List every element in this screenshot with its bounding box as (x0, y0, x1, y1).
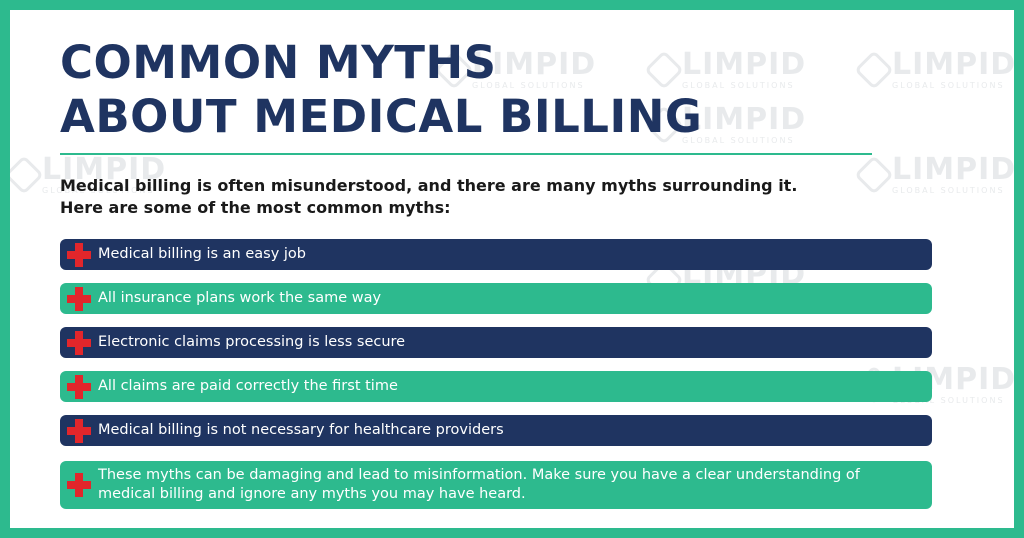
myth-item: Medical billing is not necessary for hea… (60, 415, 932, 446)
conclusion-line-1: These myths can be damaging and lead to … (98, 467, 860, 483)
conclusion-text: These myths can be damaging and lead to … (98, 466, 860, 504)
myth-item: All insurance plans work the same way (60, 283, 932, 314)
watermark-logo-icon (10, 155, 44, 195)
page-title: COMMON MYTHS ABOUT MEDICAL BILLING (60, 36, 702, 144)
intro-line-2: Here are some of the most common myths: (60, 198, 451, 217)
conclusion-line-2: medical billing and ignore any myths you… (98, 486, 526, 502)
myth-item: All claims are paid correctly the first … (60, 371, 932, 402)
title-line-2: ABOUT MEDICAL BILLING (60, 90, 703, 143)
red-cross-icon (67, 330, 91, 355)
myth-text: All claims are paid correctly the first … (98, 378, 398, 394)
intro-line-1: Medical billing is often misunderstood, … (60, 176, 798, 195)
red-cross-icon (67, 374, 91, 399)
myth-text: Medical billing is not necessary for hea… (98, 422, 504, 438)
red-cross-icon (67, 242, 91, 267)
myth-item: Medical billing is an easy job (60, 239, 932, 270)
title-line-1: COMMON MYTHS (60, 36, 497, 89)
red-cross-icon (67, 286, 91, 311)
myth-text: Medical billing is an easy job (98, 246, 307, 262)
intro-paragraph: Medical billing is often misunderstood, … (60, 175, 960, 219)
myth-text: All insurance plans work the same way (98, 290, 382, 306)
watermark-logo-icon (854, 50, 894, 90)
infographic-card: LIMPID GLOBAL SOLUTIONS LIMPID GLOBAL SOLU… (10, 10, 1014, 528)
title-divider (60, 153, 872, 155)
myth-text: Electronic claims processing is less sec… (98, 334, 406, 350)
myth-item: Electronic claims processing is less sec… (60, 327, 932, 358)
conclusion-box: These myths can be damaging and lead to … (60, 461, 932, 509)
red-cross-icon (67, 473, 91, 497)
red-cross-icon (67, 418, 91, 443)
